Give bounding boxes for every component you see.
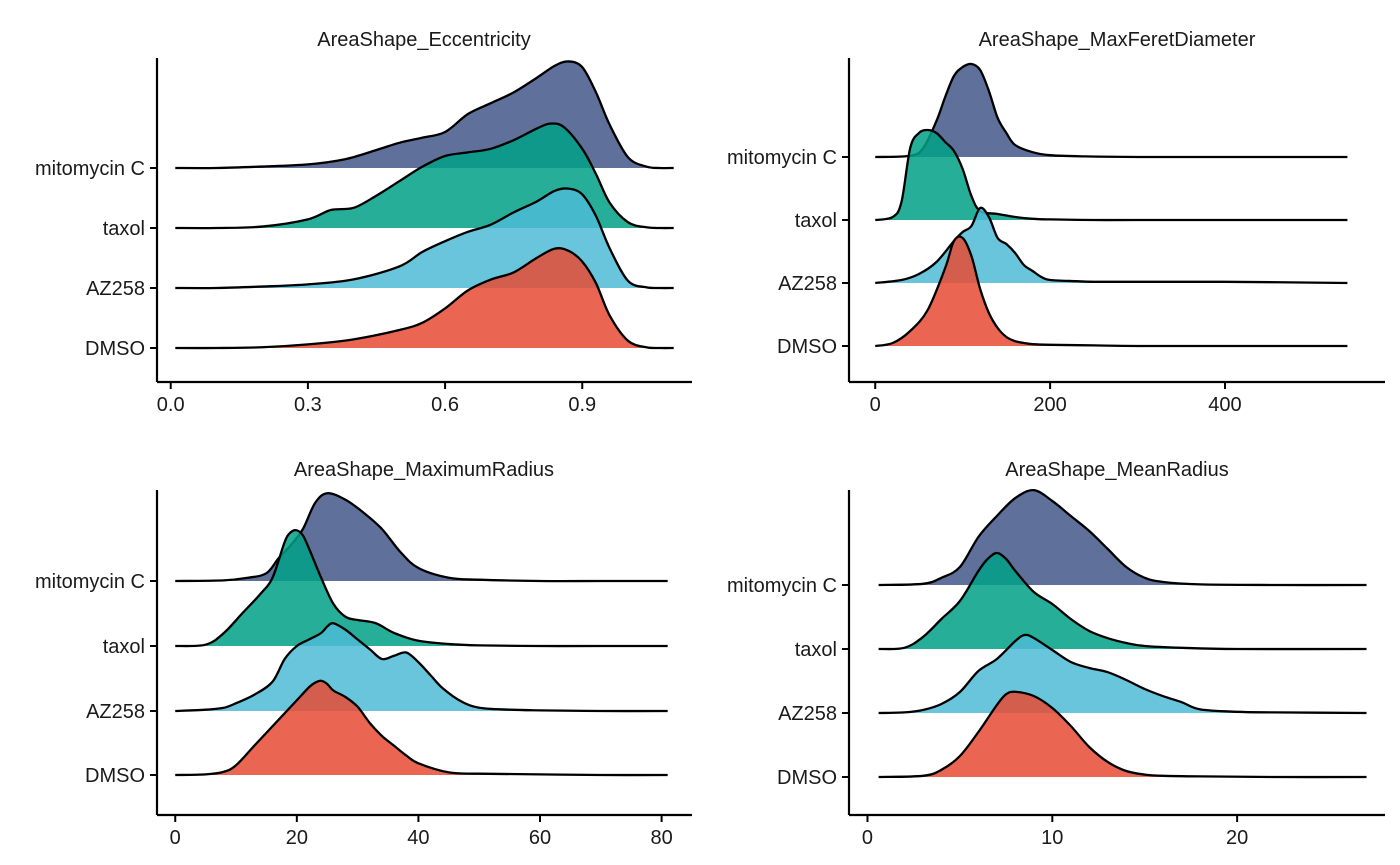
ridge-line-2 <box>878 633 1367 715</box>
y-tick-label: mitomycin C <box>35 571 145 593</box>
y-tick-label: DMSO <box>777 767 837 789</box>
x-tick-label: 0 <box>170 827 181 849</box>
ridge-fill-3 <box>175 680 668 776</box>
ridge-fill-2 <box>878 634 1367 713</box>
y-tick-label: mitomycin C <box>35 158 145 180</box>
ridge-line-0 <box>175 60 674 170</box>
ridge-fill-0 <box>878 490 1367 586</box>
y-tick-label: taxol <box>103 218 145 240</box>
ridge-line-0 <box>878 489 1367 587</box>
facet-title: AreaShape_Eccentricity <box>317 29 530 51</box>
x-tick-label: 10 <box>1041 827 1063 849</box>
ridge-line-0 <box>875 62 1348 159</box>
y-tick-label: taxol <box>103 636 145 658</box>
ridge-line-3 <box>875 235 1348 348</box>
x-tick-label: 0.9 <box>568 394 596 416</box>
y-tick-label: AZ258 <box>86 278 145 300</box>
x-tick-label: 20 <box>1226 827 1248 849</box>
ridge-fill-0 <box>175 493 668 582</box>
ridge-fill-0 <box>175 61 674 169</box>
x-tick-label: 0 <box>862 827 873 849</box>
panel-eccentricity: AreaShape_Eccentricity mitomycin C taxol A… <box>35 29 692 416</box>
ridge-line-2 <box>175 187 674 290</box>
y-tick-label: taxol <box>795 639 837 661</box>
x-tick-label: 40 <box>407 827 429 849</box>
ridge-fill-3 <box>175 248 674 349</box>
x-tick-label: 20 <box>286 827 308 849</box>
panel-maximum-radius: AreaShape_MaximumRadius mitomycin C taxol… <box>35 459 692 849</box>
y-tick-label: DMSO <box>777 336 837 358</box>
x-tick-label: 60 <box>529 827 551 849</box>
facet-title: AreaShape_MeanRadius <box>1005 459 1229 481</box>
y-tick-label: mitomycin C <box>727 575 837 597</box>
ridge-line-1 <box>875 128 1348 222</box>
ridge-line-3 <box>878 690 1367 779</box>
x-tick-label: 200 <box>1033 394 1066 416</box>
x-tick-label: 0.6 <box>431 394 459 416</box>
ridge-line-3 <box>175 247 674 350</box>
x-tick-label: 80 <box>650 827 672 849</box>
ridge-fill-1 <box>878 553 1367 650</box>
ridge-line-0 <box>175 492 668 583</box>
ridge-line-3 <box>175 679 668 777</box>
ridge-fill-0 <box>875 63 1348 158</box>
y-tick-label: AZ258 <box>778 273 837 295</box>
ridge-fill-1 <box>875 130 1348 221</box>
ridge-line-2 <box>875 206 1348 285</box>
ridge-fill-1 <box>175 530 668 647</box>
ridge-line-1 <box>175 122 674 230</box>
ridge-fill-3 <box>878 691 1367 778</box>
y-tick-label: AZ258 <box>778 703 837 725</box>
y-tick-label: DMSO <box>85 338 145 360</box>
x-tick-label: 400 <box>1208 394 1241 416</box>
x-tick-label: 0 <box>870 394 881 416</box>
y-tick-label: DMSO <box>85 765 145 787</box>
ridge-line-1 <box>175 528 668 648</box>
y-tick-label: mitomycin C <box>727 147 837 169</box>
x-tick-label: 0.3 <box>294 394 322 416</box>
y-tick-label: AZ258 <box>86 701 145 723</box>
ridge-fill-2 <box>875 207 1348 283</box>
ridge-line-1 <box>878 551 1367 651</box>
facet-title: AreaShape_MaximumRadius <box>294 459 554 481</box>
ridge-line-2 <box>175 622 668 713</box>
panel-mean-radius: AreaShape_MeanRadius mitomycin C taxol AZ2… <box>727 459 1385 849</box>
facet-title: AreaShape_MaxFeretDiameter <box>979 29 1256 51</box>
panel-max-feret-diameter: AreaShape_MaxFeretDiameter mitomycin C ta… <box>727 29 1385 416</box>
x-tick-label: 0.0 <box>157 394 185 416</box>
ridge-fill-3 <box>875 236 1348 347</box>
y-tick-label: taxol <box>795 210 837 232</box>
